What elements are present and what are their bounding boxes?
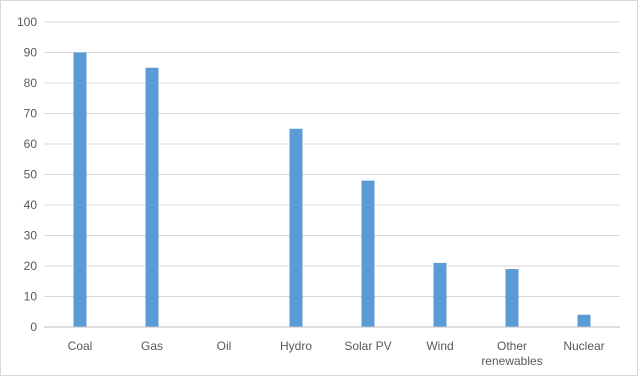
x-tick-label-line: renewables xyxy=(481,354,542,368)
bar-solar-pv xyxy=(361,180,375,327)
bar-hydro xyxy=(289,128,303,327)
x-tick-label: Wind xyxy=(426,339,453,353)
bar-other-renewables xyxy=(505,269,519,327)
x-tick-label: Hydro xyxy=(280,339,312,353)
y-tick-label: 40 xyxy=(24,198,38,212)
x-tick-label-line: Other xyxy=(497,339,527,353)
y-tick-label: 10 xyxy=(24,290,38,304)
x-tick-label: Other renewables xyxy=(481,339,542,368)
x-tick-label-line: Oil xyxy=(217,339,232,353)
x-tick-label: Gas xyxy=(141,339,163,353)
bar-gas xyxy=(145,67,159,327)
gridlines xyxy=(44,21,620,297)
x-tick-label-line: Solar PV xyxy=(344,339,391,353)
bar-wind xyxy=(433,262,447,327)
x-tick-label: Nuclear xyxy=(563,339,604,353)
bars xyxy=(73,52,591,327)
x-tick-label: Solar PV xyxy=(344,339,391,353)
y-tick-label: 90 xyxy=(24,46,38,60)
x-tick-label: Oil xyxy=(217,339,232,353)
x-tick-label-line: Wind xyxy=(426,339,453,353)
y-tick-label: 30 xyxy=(24,229,38,243)
x-axis-tick-labels: Coal Gas Oil Hydro Solar PV Wind Other renewabl… xyxy=(68,339,605,368)
bar-coal xyxy=(73,52,87,327)
y-tick-label: 0 xyxy=(30,320,37,334)
bar-nuclear xyxy=(577,314,591,327)
x-tick-label-line: Gas xyxy=(141,339,163,353)
y-tick-label: 100 xyxy=(17,15,37,29)
x-tick-label-line: Coal xyxy=(68,339,93,353)
y-tick-label: 70 xyxy=(24,107,38,121)
y-axis-tick-labels: 0 10 20 30 40 50 60 70 80 90 100 xyxy=(17,15,37,334)
y-tick-label: 50 xyxy=(24,168,38,182)
x-tick-label-line: Nuclear xyxy=(563,339,604,353)
y-tick-label: 20 xyxy=(24,259,38,273)
y-tick-label: 60 xyxy=(24,137,38,151)
y-tick-label: 80 xyxy=(24,76,38,90)
x-tick-label: Coal xyxy=(68,339,93,353)
x-tick-label-line: Hydro xyxy=(280,339,312,353)
